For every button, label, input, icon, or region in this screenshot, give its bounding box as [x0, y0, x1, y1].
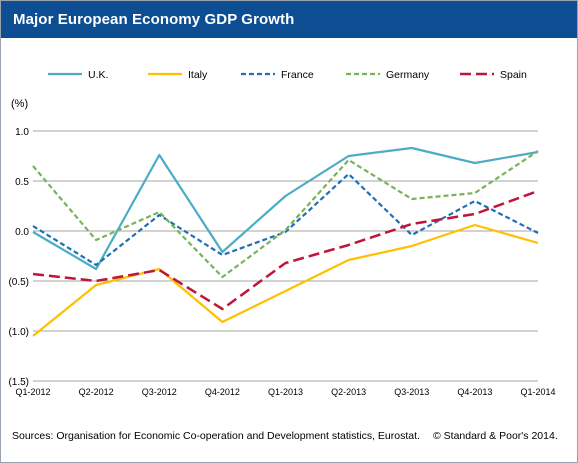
- title-bar: Major European Economy GDP Growth: [1, 1, 577, 38]
- x-tick-label: Q1-2014: [520, 387, 555, 397]
- series-line-spain: [32, 189, 539, 311]
- y-tick-label: (1.0): [8, 327, 29, 338]
- y-axis-label: (%): [11, 98, 28, 110]
- x-tick-label: Q3-2012: [142, 387, 177, 397]
- series-line-france: [32, 172, 539, 267]
- legend-label: Italy: [188, 69, 208, 81]
- legend-label: France: [281, 69, 314, 81]
- chart-title: Major European Economy GDP Growth: [13, 11, 295, 28]
- legend-label: U.K.: [88, 69, 108, 81]
- y-tick-label: (0.5): [8, 277, 29, 288]
- x-tick-label: Q3-2013: [394, 387, 429, 397]
- legend-label: Spain: [500, 69, 527, 81]
- series-line-uk: [32, 146, 539, 271]
- series-line-germany: [32, 150, 539, 279]
- x-tick-label: Q4-2013: [457, 387, 492, 397]
- y-tick-label: 0.5: [15, 177, 29, 188]
- y-tick-label: 0.0: [15, 227, 29, 238]
- sources-note: Sources: Organisation for Economic Co-op…: [12, 430, 420, 442]
- x-tick-label: Q4-2012: [205, 387, 240, 397]
- x-tick-label: Q2-2012: [79, 387, 114, 397]
- x-tick-label: Q2-2013: [331, 387, 366, 397]
- y-tick-label: (1.5): [8, 377, 29, 388]
- y-tick-label: 1.0: [15, 127, 29, 138]
- copyright-note: © Standard & Poor's 2014.: [433, 430, 558, 442]
- legend-label: Germany: [386, 69, 430, 81]
- x-tick-label: Q1-2013: [268, 387, 303, 397]
- x-tick-label: Q1-2012: [15, 387, 50, 397]
- series-line-italy: [32, 223, 539, 337]
